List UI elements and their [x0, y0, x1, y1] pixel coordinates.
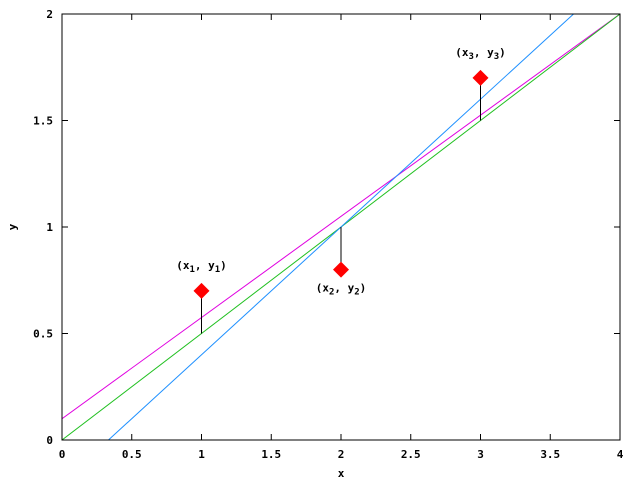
x-tick-label: 2	[338, 448, 345, 461]
point-label-1-sub2: 1	[215, 265, 220, 275]
point-label-3-sub1: 3	[468, 52, 473, 62]
x-tick-label: 2.5	[401, 448, 421, 461]
point-label-1-sub1: 1	[189, 265, 194, 275]
residual-layer	[201, 77, 481, 334]
point-label-3-end: )	[499, 46, 506, 59]
y-axis-label: y	[6, 223, 19, 230]
tick-layer: 0 0.5 1 1.5 2 2.5 3 3.5 4 0 0.5 1 1.5 2	[33, 8, 624, 461]
annotation-layer: (x1, y1)(x2, y2)(x3, y3)	[176, 46, 506, 298]
point-layer	[193, 69, 489, 299]
point-label-2-mid: , y	[334, 282, 354, 295]
point-label-3-sub2: 3	[494, 52, 499, 62]
point-label-2-sub2: 2	[354, 288, 359, 298]
point-label-2-end: )	[360, 282, 367, 295]
y-tick-label: 1.5	[33, 115, 53, 128]
point-label-2-sub1: 2	[329, 288, 334, 298]
x-tick-label: 1.5	[261, 448, 281, 461]
data-point-2	[333, 261, 349, 278]
point-label-1-base: (x	[176, 259, 190, 272]
data-point-3	[472, 69, 489, 86]
y-tick-label: 0	[46, 434, 53, 447]
point-label-2: (x2, y2)	[316, 282, 367, 298]
x-tick-label: 3	[477, 448, 484, 461]
x-tick-label: 3.5	[540, 448, 560, 461]
point-label-2-base: (x	[316, 282, 330, 295]
x-tick-label: 0	[59, 448, 66, 461]
x-tick-label: 1	[198, 448, 205, 461]
data-point-1	[193, 282, 210, 299]
point-label-3-base: (x	[455, 46, 469, 59]
y-tick-label: 2	[46, 8, 53, 21]
x-axis-label: x	[338, 467, 345, 480]
x-tick-label: 0.5	[122, 448, 142, 461]
x-tick-label: 4	[617, 448, 624, 461]
point-label-1-end: )	[220, 259, 227, 272]
point-label-1: (x1, y1)	[176, 259, 227, 275]
point-label-3: (x3, y3)	[455, 46, 506, 62]
y-tick-label: 1	[46, 221, 53, 234]
series-line-1	[62, 14, 620, 420]
y-tick-label: 0.5	[33, 328, 53, 341]
point-label-3-mid: , y	[474, 46, 494, 59]
point-label-1-mid: , y	[195, 259, 215, 272]
